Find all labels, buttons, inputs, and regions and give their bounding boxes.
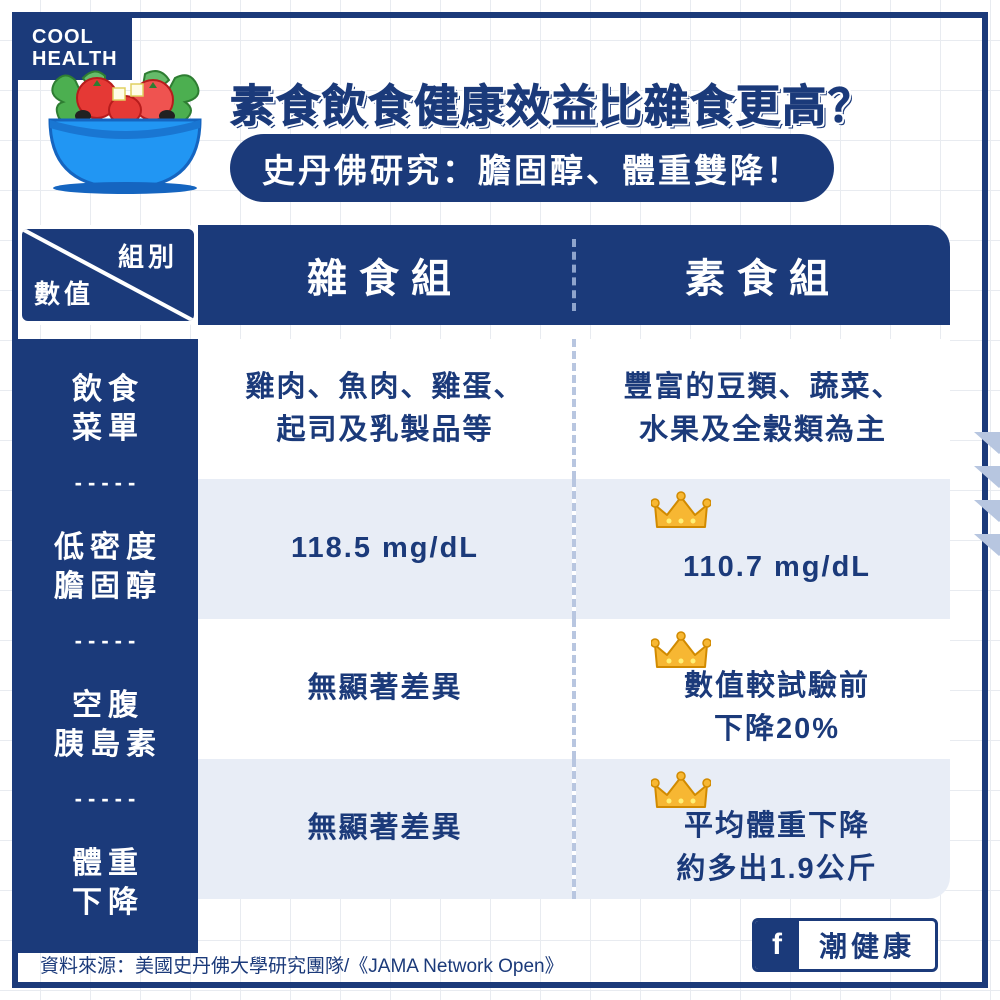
corner-bottom-label: 數值 (34, 274, 94, 311)
row-label: 低密度膽固醇 (18, 497, 198, 637)
column-header-row: 雜食組 素食組 (198, 225, 950, 325)
content-container: COOL HEALTH (0, 0, 1000, 1000)
data-columns: 雜食組 素食組 雞肉、魚肉、雞蛋、起司及乳製品等豐富的豆類、蔬菜、水果及全穀類為… (198, 225, 950, 953)
source-citation: 資料來源：美國史丹佛大學研究團隊/《JAMA Network Open》 (40, 951, 564, 978)
col-header-vegetarian: 素食組 (576, 225, 950, 325)
row-label-column: 組別 數值 飲食菜單-----低密度膽固醇-----空腹胰島素-----體重下降 (18, 225, 198, 953)
row-divider: ----- (18, 795, 198, 813)
crown-icon (651, 491, 711, 547)
salad-icon (35, 70, 215, 205)
row-label: 空腹胰島素 (18, 655, 198, 795)
col-header-omnivore: 雜食組 (198, 225, 572, 325)
table-body: 雞肉、魚肉、雞蛋、起司及乳製品等豐富的豆類、蔬菜、水果及全穀類為主118.5 m… (198, 339, 950, 899)
cell-vegetarian: 平均體重下降約多出1.9公斤 (576, 759, 950, 899)
cell-omnivore: 118.5 mg/dL (198, 479, 572, 619)
facebook-name: 潮健康 (799, 921, 935, 969)
cell-omnivore: 雞肉、魚肉、雞蛋、起司及乳製品等 (198, 339, 572, 479)
row-label: 飲食菜單 (18, 339, 198, 479)
cell-vegetarian: 數值較試驗前下降20% (576, 619, 950, 759)
facebook-badge[interactable]: f 潮健康 (752, 918, 938, 972)
brand-line1: COOL (32, 26, 94, 48)
cell-vegetarian: 豐富的豆類、蔬菜、水果及全穀類為主 (576, 339, 950, 479)
down-arrows-decoration (958, 420, 1000, 568)
crown-icon (651, 771, 711, 827)
table-row: 無顯著差異 平均體重下降約多出1.9公斤 (198, 759, 950, 899)
headline: 素食飲食健康效益比雜食更高？ (230, 70, 874, 134)
corner-top-label: 組別 (118, 237, 178, 274)
table-row: 無顯著差異 數值較試驗前下降20% (198, 619, 950, 759)
crown-icon (651, 631, 711, 687)
comparison-table: 組別 數值 飲食菜單-----低密度膽固醇-----空腹胰島素-----體重下降… (18, 225, 950, 953)
cell-vegetarian: 110.7 mg/dL (576, 479, 950, 619)
brand-line2: HEALTH (32, 48, 118, 70)
row-label: 體重下降 (18, 813, 198, 953)
cell-omnivore: 無顯著差異 (198, 619, 572, 759)
corner-cell: 組別 數值 (18, 225, 198, 325)
table-row: 雞肉、魚肉、雞蛋、起司及乳製品等豐富的豆類、蔬菜、水果及全穀類為主 (198, 339, 950, 479)
cell-omnivore: 無顯著差異 (198, 759, 572, 899)
table-row: 118.5 mg/dL 110.7 mg/dL (198, 479, 950, 619)
row-divider: ----- (18, 479, 198, 497)
facebook-icon: f (755, 921, 799, 969)
subtitle-pill: 史丹佛研究：膽固醇、體重雙降！ (230, 134, 834, 202)
row-divider: ----- (18, 637, 198, 655)
